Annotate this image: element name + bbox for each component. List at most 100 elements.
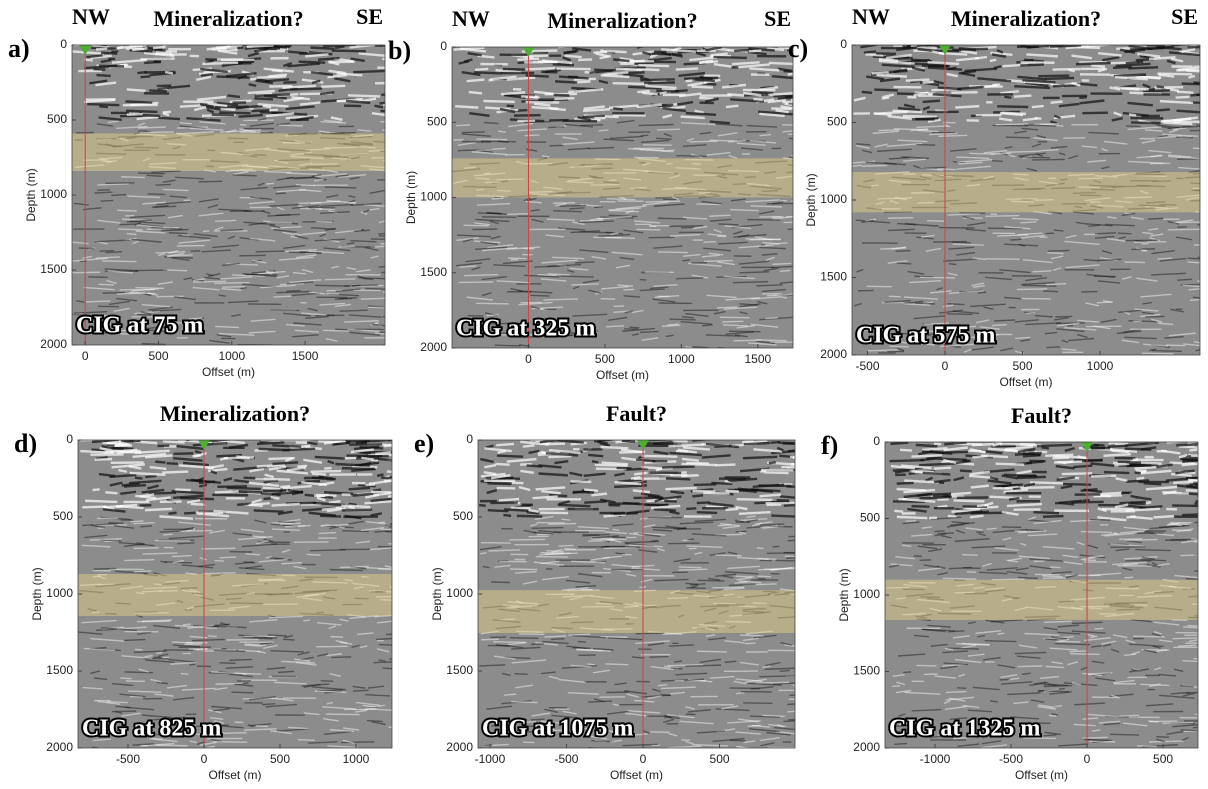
reflector: [121, 712, 141, 717]
reflector: [326, 169, 339, 174]
reflector: [694, 518, 726, 523]
reflector: [1156, 85, 1165, 89]
reflector: [133, 733, 151, 738]
reflector: [996, 234, 1029, 237]
reflector: [320, 523, 350, 527]
reflector: [591, 255, 607, 260]
reflector: [317, 653, 329, 657]
seismic-texture: [852, 45, 1200, 355]
reflector: [621, 440, 636, 443]
reflector: [615, 552, 626, 555]
reflector: [275, 192, 286, 195]
reflector: [544, 442, 566, 446]
reflector: [277, 148, 311, 152]
reflector: [299, 578, 314, 582]
reflector: [579, 231, 613, 234]
reflector: [93, 677, 108, 681]
reflector: [1020, 486, 1055, 490]
reflector: [199, 102, 214, 108]
reflector: [734, 581, 748, 584]
reflector: [1072, 211, 1094, 215]
reflector: [1090, 462, 1115, 467]
reflector: [348, 520, 365, 525]
reflector: [713, 63, 734, 69]
reflector: [886, 53, 912, 60]
reflector: [660, 693, 671, 697]
reflector: [685, 111, 717, 116]
reflector: [1058, 102, 1080, 108]
reflector: [656, 503, 669, 508]
reflector: [458, 141, 477, 146]
reflector: [651, 526, 687, 530]
reflector: [610, 608, 623, 612]
reflector: [1168, 51, 1200, 57]
reflector: [323, 146, 357, 149]
x-tick-label: 0: [942, 359, 949, 373]
reflector: [551, 548, 563, 553]
reflector: [591, 459, 599, 464]
reflector: [241, 543, 278, 548]
reflector: [1018, 555, 1050, 560]
reflector: [1069, 650, 1087, 653]
reflector: [739, 303, 761, 308]
reflector: [198, 480, 216, 485]
reflector: [952, 635, 970, 639]
reflector: [1017, 655, 1041, 659]
reflector: [935, 199, 960, 203]
reflector: [977, 291, 987, 294]
reflector: [759, 523, 785, 526]
reflector: [571, 47, 592, 52]
reflector: [688, 678, 713, 683]
reflector: [159, 530, 180, 533]
reflector: [583, 488, 599, 492]
reflector: [482, 565, 490, 569]
reflector: [456, 124, 471, 127]
reflector: [667, 664, 704, 667]
reflector: [865, 161, 897, 165]
reflector: [1192, 147, 1200, 150]
reflector: [286, 289, 301, 293]
reflector: [605, 231, 623, 235]
reflector: [384, 565, 392, 568]
reflector: [729, 739, 746, 742]
reflector: [383, 159, 385, 162]
reflector: [628, 532, 645, 537]
reflector: [679, 521, 714, 525]
reflector: [476, 302, 509, 305]
reflector: [532, 495, 558, 500]
reflector: [878, 59, 915, 65]
reflector: [647, 171, 679, 175]
reflector: [1121, 339, 1139, 344]
reflector: [750, 686, 774, 690]
reflector: [639, 278, 647, 281]
reflector: [711, 481, 733, 486]
reflector: [125, 706, 155, 711]
reflector: [326, 194, 339, 199]
reflector: [959, 290, 968, 293]
reflector: [590, 183, 620, 186]
reflector: [772, 215, 793, 220]
reflector: [1017, 75, 1046, 81]
reflector: [476, 147, 506, 152]
reflector: [111, 193, 127, 197]
y-axis-label: Depth (m): [404, 171, 418, 224]
reflector: [607, 710, 630, 715]
reflector: [242, 154, 258, 158]
reflector: [1170, 722, 1195, 725]
reflector: [987, 227, 1023, 230]
reflector: [866, 207, 882, 211]
reflector: [168, 511, 177, 515]
reflector: [360, 297, 385, 300]
reflector: [943, 344, 961, 349]
reflector: [1186, 469, 1195, 473]
reflector: [133, 522, 155, 525]
reflector: [507, 601, 539, 605]
reflector: [865, 53, 884, 57]
reflector: [1071, 630, 1106, 634]
reflector: [1156, 533, 1175, 537]
reflector: [226, 72, 257, 78]
reflector: [1091, 474, 1117, 478]
reflector: [637, 89, 650, 94]
reflector: [691, 274, 709, 279]
reflector: [1043, 684, 1073, 688]
